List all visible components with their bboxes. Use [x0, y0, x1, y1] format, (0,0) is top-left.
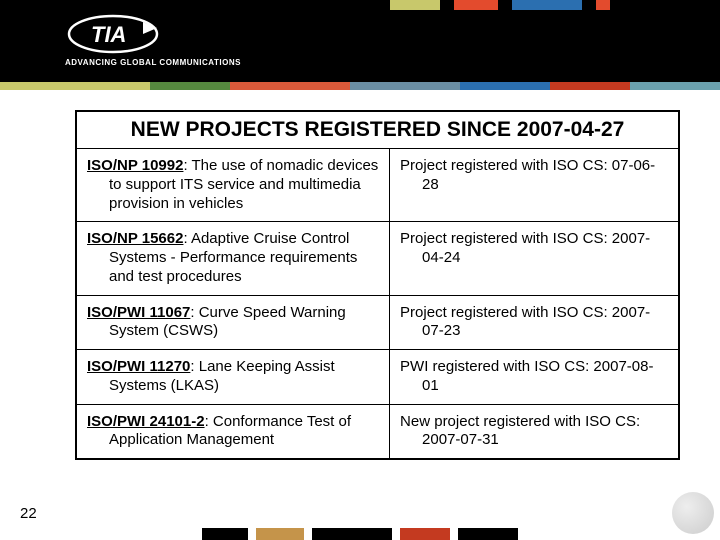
rainbow-segment: [630, 82, 720, 90]
footer-block: [256, 528, 304, 540]
project-id: ISO/PWI 11270: [87, 358, 190, 375]
status-cell: Project registered with ISO CS: 07-06-28: [390, 149, 679, 222]
page-number: 22: [20, 505, 37, 522]
table-body: ISO/NP 10992: The use of nomadic devices…: [76, 149, 679, 460]
logo-area: TIA ADVANCING GLOBAL COMMUNICATIONS: [65, 12, 241, 67]
status-cell: PWI registered with ISO CS: 2007-08-01: [390, 350, 679, 405]
footer-block: [450, 528, 458, 540]
rainbow-segment: [150, 82, 230, 90]
status-cell: Project registered with ISO CS: 2007-04-…: [390, 222, 679, 295]
project-id: ISO/NP 10992: [87, 157, 183, 174]
rainbow-segment: [550, 82, 630, 90]
status-cell: New project registered with ISO CS: 2007…: [390, 404, 679, 459]
footer-color-blocks: [202, 526, 518, 540]
footer-block: [458, 528, 518, 540]
table-row: ISO/NP 15662: Adaptive Cruise Control Sy…: [76, 222, 679, 295]
project-cell: ISO/PWI 24101-2: Conformance Test of App…: [76, 404, 390, 459]
status-text: Project registered with ISO CS: 2007-04-…: [400, 230, 650, 266]
status-text: Project registered with ISO CS: 07-06-28: [400, 157, 655, 193]
content-area: NEW PROJECTS REGISTERED SINCE 2007-04-27…: [0, 90, 720, 460]
color-block: [454, 0, 498, 10]
rainbow-segment: [230, 82, 350, 90]
logo-tagline: ADVANCING GLOBAL COMMUNICATIONS: [65, 58, 241, 67]
status-text: Project registered with ISO CS: 2007-07-…: [400, 304, 650, 340]
table-row: ISO/PWI 11270: Lane Keeping Assist Syste…: [76, 350, 679, 405]
project-id: ISO/PWI 24101-2: [87, 413, 205, 430]
table-title: NEW PROJECTS REGISTERED SINCE 2007-04-27: [76, 111, 679, 149]
rainbow-segment: [460, 82, 550, 90]
project-id: ISO/PWI 11067: [87, 304, 190, 321]
footer-block: [248, 528, 256, 540]
project-cell: ISO/PWI 11067: Curve Speed Warning Syste…: [76, 295, 390, 350]
footer-block: [312, 528, 392, 540]
footer-block: [392, 528, 400, 540]
table-row: ISO/NP 10992: The use of nomadic devices…: [76, 149, 679, 222]
table-row: ISO/PWI 24101-2: Conformance Test of App…: [76, 404, 679, 459]
color-block: [498, 0, 512, 10]
project-cell: ISO/NP 10992: The use of nomadic devices…: [76, 149, 390, 222]
projects-table: NEW PROJECTS REGISTERED SINCE 2007-04-27…: [75, 110, 680, 460]
footer-block: [400, 528, 450, 540]
tia-logo: TIA: [65, 12, 165, 56]
footer-bar: [0, 526, 720, 540]
footer-block: [202, 528, 248, 540]
color-block: [582, 0, 596, 10]
color-block: [596, 0, 610, 10]
status-cell: Project registered with ISO CS: 2007-07-…: [390, 295, 679, 350]
status-text: PWI registered with ISO CS: 2007-08-01: [400, 358, 653, 394]
project-cell: ISO/NP 15662: Adaptive Cruise Control Sy…: [76, 222, 390, 295]
rainbow-segment: [0, 82, 150, 90]
rainbow-segment: [350, 82, 460, 90]
svg-text:TIA: TIA: [91, 22, 126, 47]
footer-block: [304, 528, 312, 540]
color-block: [440, 0, 454, 10]
rainbow-strip: [0, 82, 720, 90]
color-block: [390, 0, 440, 10]
globe-icon: [672, 492, 714, 534]
header-color-blocks: [390, 0, 610, 10]
header-band: TIA ADVANCING GLOBAL COMMUNICATIONS: [0, 0, 720, 90]
status-text: New project registered with ISO CS: 2007…: [400, 413, 640, 449]
project-id: ISO/NP 15662: [87, 230, 183, 247]
table-row: ISO/PWI 11067: Curve Speed Warning Syste…: [76, 295, 679, 350]
project-cell: ISO/PWI 11270: Lane Keeping Assist Syste…: [76, 350, 390, 405]
color-block: [512, 0, 582, 10]
